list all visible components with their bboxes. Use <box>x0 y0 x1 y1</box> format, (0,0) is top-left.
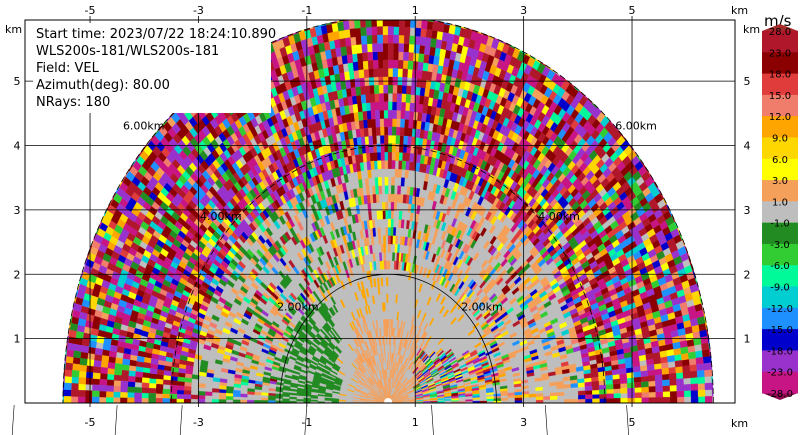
colorbar-extend-max <box>762 24 798 31</box>
colorbar-tick-label: -28.0 <box>767 389 793 400</box>
x-tick-label-top: 3 <box>520 4 527 17</box>
range-ring-tail <box>431 404 434 435</box>
colorbar-tick-label: 28.0 <box>769 27 791 38</box>
colorbar-tick-label: -12.0 <box>767 304 793 315</box>
range-ring-label: 4.00km <box>200 210 242 223</box>
colorbar-tick-label: 9.0 <box>772 133 788 144</box>
velocity-field <box>62 20 714 403</box>
y-unit-right: km <box>743 23 760 36</box>
colorbar-band <box>762 265 798 288</box>
info-line-field: Field: VEL <box>36 61 100 76</box>
colorbar-band <box>762 180 798 202</box>
x-tick-label-top: 1 <box>412 4 419 17</box>
x-tick-label-bottom: -5 <box>85 416 96 429</box>
y-tick-label-right: 5 <box>744 75 751 88</box>
colorbar-band <box>762 222 798 245</box>
range-ring-tail <box>304 404 308 435</box>
y-tick-label-left: 1 <box>14 333 21 346</box>
x-tick-label-bottom: 5 <box>629 416 636 429</box>
range-ring-tail <box>626 404 629 435</box>
velocity-cells <box>64 20 705 403</box>
plot-frame <box>24 19 736 404</box>
y-tick-label-left: 5 <box>14 75 21 88</box>
x-tick-label-top: 5 <box>629 4 636 17</box>
colorbar-tick-label: 15.0 <box>769 91 791 102</box>
colorbar-tick-label: -3.0 <box>770 240 790 251</box>
colorbar-band <box>762 116 798 138</box>
colorbar-band <box>762 94 798 117</box>
colorbar-band <box>762 201 798 224</box>
info-box-background <box>33 23 271 113</box>
y-tick-label-left: 4 <box>14 140 21 153</box>
range-ring-label: 6.00km <box>615 119 657 132</box>
info-line-instrument: WLS200s-181/WLS200s-181 <box>36 44 219 59</box>
colorbar-band <box>762 307 798 330</box>
colorbar-tick-label: -9.0 <box>770 283 790 294</box>
range-rings: 2.00km 2.00km 4.00km 4.00km 6.00km 6.00km <box>11 20 714 435</box>
colorbar-band <box>762 286 798 309</box>
range-ring-tail <box>545 404 548 435</box>
y-tick-label-right: 3 <box>744 204 751 217</box>
info-line-azimuth: Azimuth(deg): 80.00 <box>36 78 170 93</box>
colorbar-band <box>762 52 798 75</box>
x-tick-label-bottom: 3 <box>520 416 527 429</box>
range-ring-label: 4.00km <box>538 210 580 223</box>
range-ring <box>279 273 497 403</box>
range-ring-label: 2.00km <box>461 300 503 313</box>
colorbar-tick-label: 23.0 <box>769 48 791 59</box>
colorbar-tick-label: 3.0 <box>772 176 788 187</box>
colorbar-tick-label: -15.0 <box>767 325 793 336</box>
radar-location <box>384 398 393 403</box>
colorbar-band <box>762 371 798 394</box>
y-tick-label-right: 2 <box>744 268 751 281</box>
range-ring-tail <box>179 404 183 435</box>
info-line-start-time: Start time: 2023/07/22 18:24:10.890 <box>36 27 276 42</box>
x-tick-label-bottom: 1 <box>412 416 419 429</box>
axes: km km km km -5 -5 -3 -3 -1 -1 1 1 3 3 5 5 1 1 2 2 3 3 4 4 5 5 <box>5 4 760 430</box>
y-tick-label-right: 4 <box>744 140 751 153</box>
colorbar-title: m/s <box>764 12 792 30</box>
x-unit-bottom: km <box>731 417 748 430</box>
colorbar-band <box>762 73 798 96</box>
range-ring-label: 6.00km <box>123 119 165 132</box>
colorbar-tick-label: -18.0 <box>767 346 793 357</box>
colorbar-band <box>762 158 798 181</box>
colorbar-tick-label: 18.0 <box>769 70 791 81</box>
colorbar-band <box>762 137 798 160</box>
colorbar-tick-label: -1.0 <box>770 219 790 230</box>
range-ring <box>170 145 606 403</box>
colorbar-band <box>762 31 798 53</box>
colorbar-band <box>762 243 798 266</box>
colorbar-extend-min <box>762 393 798 400</box>
x-tick-label-bottom: -3 <box>193 416 204 429</box>
y-tick-label-left: 2 <box>14 268 21 281</box>
y-tick-label-right: 1 <box>744 333 751 346</box>
colorbar: m/s 28.0 23.0 18.0 15.0 12.0 9.0 6.0 3.0 1.0 -1.0… <box>762 12 798 400</box>
colorbar-band <box>762 350 798 373</box>
colorbar-tick-label: 12.0 <box>769 112 791 123</box>
info-line-nrays: NRays: 180 <box>36 95 110 110</box>
y-tick-label-left: 3 <box>14 204 21 217</box>
x-tick-label-bottom: -1 <box>301 416 312 429</box>
range-ring <box>62 20 714 403</box>
range-ring-arcs <box>62 20 714 403</box>
x-tick-label-top: -1 <box>301 4 312 17</box>
info-box: Start time: 2023/07/22 18:24:10.890 WLS2… <box>33 23 276 113</box>
x-tick-label-top: -5 <box>85 4 96 17</box>
colorbar-tick-label: 6.0 <box>772 155 788 166</box>
colorbar-band <box>762 329 798 351</box>
colorbar-tick-label: -6.0 <box>770 261 790 272</box>
range-ring-tail <box>114 404 118 435</box>
range-ring-label: 2.00km <box>277 300 319 313</box>
y-unit-left: km <box>5 23 22 36</box>
x-tick-label-top: -3 <box>193 4 204 17</box>
colorbar-tick-label: -23.0 <box>767 368 793 379</box>
colorbar-tick-label: 1.0 <box>772 197 788 208</box>
range-ring-tail <box>11 404 15 435</box>
x-unit-top: km <box>731 4 748 17</box>
